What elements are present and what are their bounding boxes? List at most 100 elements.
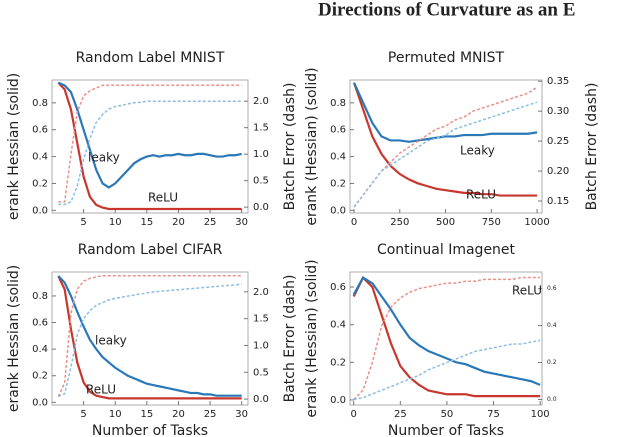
- x-tick-label: 75: [487, 409, 500, 420]
- x-tick-label: 0: [351, 217, 357, 228]
- x-tick-label: 10: [109, 409, 122, 420]
- y2-tick-label: 2.0: [253, 96, 269, 107]
- y-axis-label: erank (Hessian) (solid): [304, 259, 320, 417]
- y2-axis-label: Batch Error (dash): [282, 83, 298, 211]
- y2-axis-label: Batch Error (dash): [282, 275, 298, 403]
- dashed-line: [58, 283, 242, 398]
- y-tick-label: 0.6: [32, 125, 48, 136]
- y-tick-label: 0.8: [32, 291, 48, 302]
- y2-tick-label: 0.0: [253, 394, 269, 405]
- x-tick-label: 20: [172, 409, 185, 420]
- y-tick-label: 0.0: [330, 395, 346, 406]
- plot-frame: [51, 79, 249, 214]
- y-tick-label: 0.0: [330, 205, 346, 216]
- y2-tick-label: 0.4: [547, 322, 557, 329]
- y2-tick-label: 0.5: [253, 176, 269, 187]
- line: [57, 275, 242, 400]
- line: [57, 81, 242, 189]
- dashed-line: [58, 100, 242, 206]
- plot-frame: [51, 271, 249, 406]
- x-tick-label: 25: [204, 409, 217, 420]
- x-axis-label: Number of Tasks: [388, 423, 504, 437]
- y-tick-label: 0.6: [330, 282, 346, 293]
- y-tick-label: 0.4: [330, 152, 346, 163]
- annotation: Leaky: [460, 144, 495, 158]
- y-tick-label: 0.4: [32, 152, 48, 163]
- x-tick-label: 20: [172, 217, 185, 228]
- y2-tick-label: 0.2: [547, 359, 557, 366]
- x-tick-label: 250: [390, 217, 409, 228]
- x-tick-label: 5: [80, 217, 86, 228]
- y2-tick-label: 1.0: [253, 149, 269, 160]
- dashed-line: [58, 84, 242, 203]
- x-tick-label: 10: [109, 217, 122, 228]
- chart-title: Random Label MNIST: [76, 50, 225, 66]
- annotation: ReLU: [512, 284, 542, 298]
- x-tick-label: 750: [482, 217, 501, 228]
- x-tick-label: 500: [436, 217, 455, 228]
- y-tick-label: 0.6: [330, 125, 346, 136]
- x-axis-label: Number of Tasks: [92, 423, 208, 437]
- y-tick-label: 0.4: [32, 344, 48, 355]
- y2-tick-label: 1.5: [253, 314, 269, 325]
- y-tick-label: 0.0: [32, 397, 48, 408]
- annotation: leaky: [95, 334, 127, 348]
- annotation: ReLU: [148, 191, 178, 205]
- y2-tick-label: 0.15: [547, 196, 569, 207]
- dashed-line: [353, 276, 541, 400]
- y-axis-label: erank Hessian (solid): [6, 73, 22, 220]
- annotation: leaky: [88, 151, 120, 165]
- y2-tick-label: 0.6: [547, 285, 557, 292]
- line: [352, 276, 541, 386]
- y-tick-label: 0.2: [32, 178, 48, 189]
- x-tick-label: 50: [441, 409, 454, 420]
- x-tick-label: 30: [235, 217, 248, 228]
- dashed-line: [353, 339, 541, 401]
- y-tick-label: 0.0: [32, 205, 48, 216]
- line: [352, 275, 541, 398]
- dashed-line: [57, 275, 242, 397]
- y2-tick-label: 0.0: [253, 202, 269, 213]
- line: [57, 81, 242, 211]
- annotation: ReLU: [86, 383, 116, 397]
- y-tick-label: 0.8: [32, 98, 48, 109]
- x-tick-label: 15: [140, 217, 153, 228]
- y-tick-label: 0.2: [330, 178, 346, 189]
- y2-tick-label: 0.25: [547, 136, 569, 147]
- y2-axis-label: Batch Error (dash): [584, 83, 600, 211]
- x-tick-label: 1000: [524, 217, 549, 228]
- x-tick-label: 30: [235, 409, 248, 420]
- y2-tick-label: 0.30: [547, 106, 569, 117]
- y2-tick-label: 0.20: [547, 166, 569, 177]
- y2-tick-label: 0.35: [547, 76, 569, 87]
- y-tick-label: 0.6: [32, 318, 48, 329]
- plot-frame: [349, 271, 543, 406]
- line: [57, 275, 242, 397]
- y-tick-label: 0.2: [330, 357, 346, 368]
- dashed-line: [353, 86, 538, 208]
- chart-title: Random Label CIFAR: [78, 242, 223, 258]
- line: [353, 82, 538, 143]
- x-tick-label: 0: [351, 409, 357, 420]
- line: [352, 82, 538, 197]
- y-tick-label: 0.4: [330, 320, 346, 331]
- y2-tick-label: 1.0: [253, 340, 269, 351]
- y2-tick-label: 1.5: [253, 123, 269, 134]
- x-tick-label: 25: [394, 409, 407, 420]
- y-axis-label: erank Hessian (solid): [6, 265, 22, 412]
- chart-title: Permuted MNIST: [388, 50, 505, 66]
- page-title: Directions of Curvature as an E: [318, 0, 575, 20]
- y-tick-label: 0.8: [330, 98, 346, 109]
- x-tick-label: 15: [140, 409, 153, 420]
- y-axis-label: erank (Hessian) (solid): [304, 67, 320, 225]
- annotation: ReLU: [466, 188, 496, 202]
- x-tick-label: 100: [531, 409, 550, 420]
- x-tick-label: 5: [80, 409, 86, 420]
- y-tick-label: 0.2: [32, 371, 48, 382]
- chart-title: Continual Imagenet: [377, 242, 516, 258]
- y2-tick-label: 0.0: [547, 396, 557, 403]
- x-tick-label: 25: [204, 217, 217, 228]
- y2-tick-label: 0.5: [253, 367, 269, 378]
- y2-tick-label: 2.0: [253, 287, 269, 298]
